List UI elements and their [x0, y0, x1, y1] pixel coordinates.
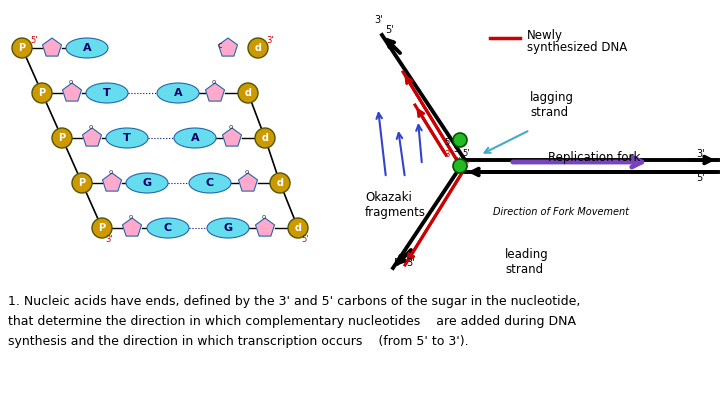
Text: C: C [206, 178, 214, 188]
Polygon shape [222, 128, 241, 146]
Text: lagging
strand: lagging strand [530, 91, 574, 119]
Text: P: P [19, 43, 26, 53]
Ellipse shape [126, 173, 168, 193]
Text: leading
strand: leading strand [505, 248, 549, 276]
Text: Direction of Fork Movement: Direction of Fork Movement [493, 207, 629, 217]
Circle shape [270, 173, 290, 193]
Circle shape [453, 133, 467, 147]
Text: 3': 3' [696, 149, 705, 159]
Polygon shape [238, 173, 258, 191]
Ellipse shape [86, 83, 128, 103]
Text: A: A [83, 43, 91, 53]
Text: Newly: Newly [527, 28, 563, 41]
Text: 5': 5' [30, 36, 37, 45]
Text: o: o [129, 214, 133, 220]
Circle shape [72, 173, 92, 193]
Circle shape [92, 218, 112, 238]
Ellipse shape [147, 218, 189, 238]
Text: o: o [109, 169, 113, 175]
Text: 5': 5' [385, 25, 394, 35]
Text: d: d [254, 43, 261, 53]
Text: synthesized DNA: synthesized DNA [527, 40, 627, 53]
Text: 3': 3' [453, 157, 461, 166]
Text: d: d [261, 133, 269, 143]
Circle shape [255, 128, 275, 148]
Text: o: o [262, 214, 266, 220]
Text: o: o [212, 79, 216, 85]
Text: 5': 5' [462, 149, 469, 158]
Polygon shape [83, 128, 102, 146]
Polygon shape [102, 173, 122, 191]
Ellipse shape [157, 83, 199, 103]
Polygon shape [122, 218, 142, 236]
Polygon shape [205, 83, 225, 101]
Circle shape [453, 159, 467, 173]
Circle shape [238, 83, 258, 103]
Text: G: G [223, 223, 233, 233]
Text: 3': 3' [462, 161, 469, 170]
Text: o: o [89, 124, 94, 130]
Text: 3': 3' [105, 235, 112, 244]
Text: P: P [58, 133, 66, 143]
Text: A: A [174, 88, 182, 98]
Ellipse shape [174, 128, 216, 148]
Ellipse shape [207, 218, 249, 238]
Text: d: d [276, 178, 284, 188]
Polygon shape [218, 38, 238, 56]
Circle shape [12, 38, 32, 58]
Text: T: T [103, 88, 111, 98]
Text: o: o [229, 124, 233, 130]
Text: c: c [217, 41, 222, 51]
Text: Okazaki
fragments: Okazaki fragments [365, 191, 426, 219]
Text: 3': 3' [374, 15, 382, 25]
Text: T: T [123, 133, 131, 143]
Text: 3': 3' [444, 150, 451, 159]
Text: o: o [69, 79, 73, 85]
Ellipse shape [189, 173, 231, 193]
Text: d: d [245, 88, 251, 98]
Text: 1. Nucleic acids have ends, defined by the 3' and 5' carbons of the sugar in the: 1. Nucleic acids have ends, defined by t… [8, 295, 580, 308]
Ellipse shape [106, 128, 148, 148]
Text: P: P [99, 223, 106, 233]
Circle shape [288, 218, 308, 238]
Text: 3': 3' [406, 258, 415, 268]
Text: P: P [38, 88, 45, 98]
Text: 5': 5' [393, 258, 402, 268]
Text: G: G [143, 178, 152, 188]
Text: 5': 5' [696, 173, 705, 183]
Text: 5': 5' [301, 235, 308, 244]
Text: synthesis and the direction in which transcription occurs    (from 5' to 3').: synthesis and the direction in which tra… [8, 335, 469, 348]
Text: that determine the direction in which complementary nucleotides    are added dur: that determine the direction in which co… [8, 315, 576, 328]
Polygon shape [256, 218, 274, 236]
Text: o: o [245, 169, 249, 175]
Text: A: A [191, 133, 199, 143]
Polygon shape [42, 38, 61, 56]
Circle shape [248, 38, 268, 58]
Text: 5': 5' [444, 138, 451, 147]
Text: 5': 5' [453, 145, 461, 154]
Text: d: d [294, 223, 302, 233]
Circle shape [32, 83, 52, 103]
Circle shape [52, 128, 72, 148]
Polygon shape [63, 83, 81, 101]
Text: 3': 3' [266, 36, 274, 45]
Text: P: P [78, 178, 86, 188]
Text: Replication fork: Replication fork [548, 151, 640, 164]
Ellipse shape [66, 38, 108, 58]
Text: C: C [164, 223, 172, 233]
